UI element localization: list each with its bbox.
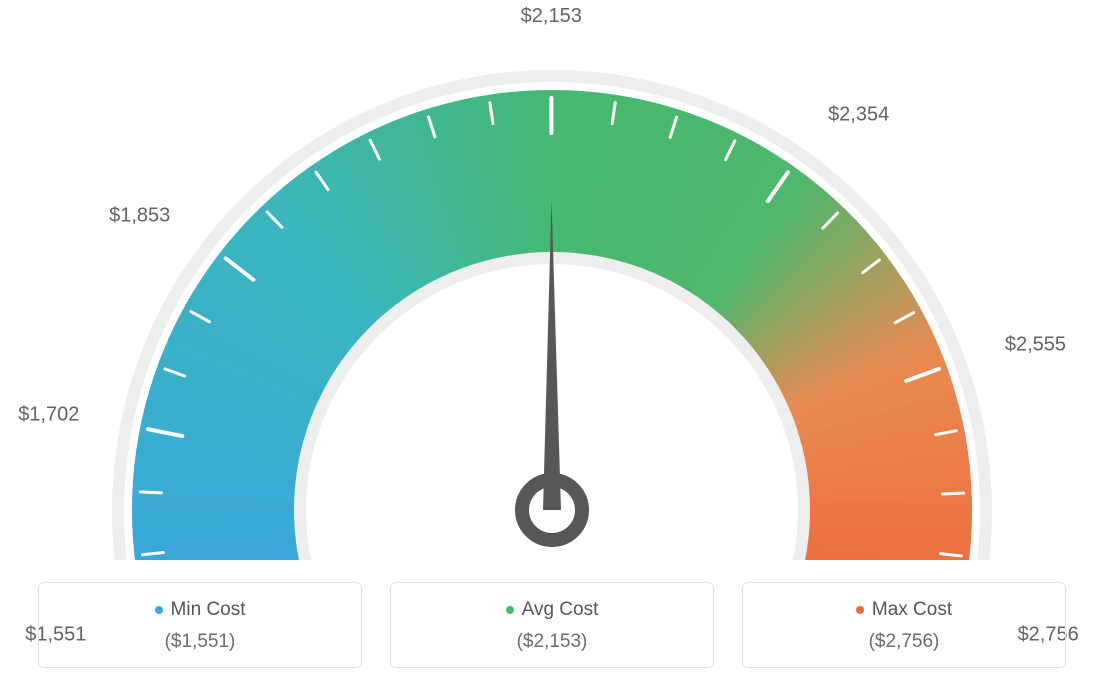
min-cost-value: ($1,551) xyxy=(39,631,361,653)
avg-cost-label: Avg Cost xyxy=(522,599,599,620)
gauge-tick-label: $2,354 xyxy=(828,103,889,126)
max-cost-card: Max Cost ($2,756) xyxy=(742,582,1066,668)
max-cost-title: Max Cost xyxy=(743,599,1065,621)
max-cost-label: Max Cost xyxy=(872,599,952,620)
cost-gauge-widget: $1,551$1,702$1,853$2,153$2,354$2,555$2,7… xyxy=(0,0,1104,690)
gauge-tick-label: $2,153 xyxy=(521,5,582,28)
avg-dot-icon xyxy=(506,606,514,614)
gauge-svg xyxy=(52,40,1052,560)
avg-cost-card: Avg Cost ($2,153) xyxy=(390,582,714,668)
min-cost-card: Min Cost ($1,551) xyxy=(38,582,362,668)
min-dot-icon xyxy=(155,606,163,614)
min-cost-title: Min Cost xyxy=(39,599,361,621)
avg-cost-value: ($2,153) xyxy=(391,631,713,653)
min-cost-label: Min Cost xyxy=(171,599,246,620)
gauge-tick-label: $1,853 xyxy=(109,204,170,227)
max-dot-icon xyxy=(856,606,864,614)
gauge-tick-label: $1,702 xyxy=(18,404,79,427)
gauge-chart: $1,551$1,702$1,853$2,153$2,354$2,555$2,7… xyxy=(0,0,1104,560)
summary-cards: Min Cost ($1,551) Avg Cost ($2,153) Max … xyxy=(38,582,1066,668)
gauge-tick-label: $2,555 xyxy=(1005,333,1066,356)
max-cost-value: ($2,756) xyxy=(743,631,1065,653)
avg-cost-title: Avg Cost xyxy=(391,599,713,621)
